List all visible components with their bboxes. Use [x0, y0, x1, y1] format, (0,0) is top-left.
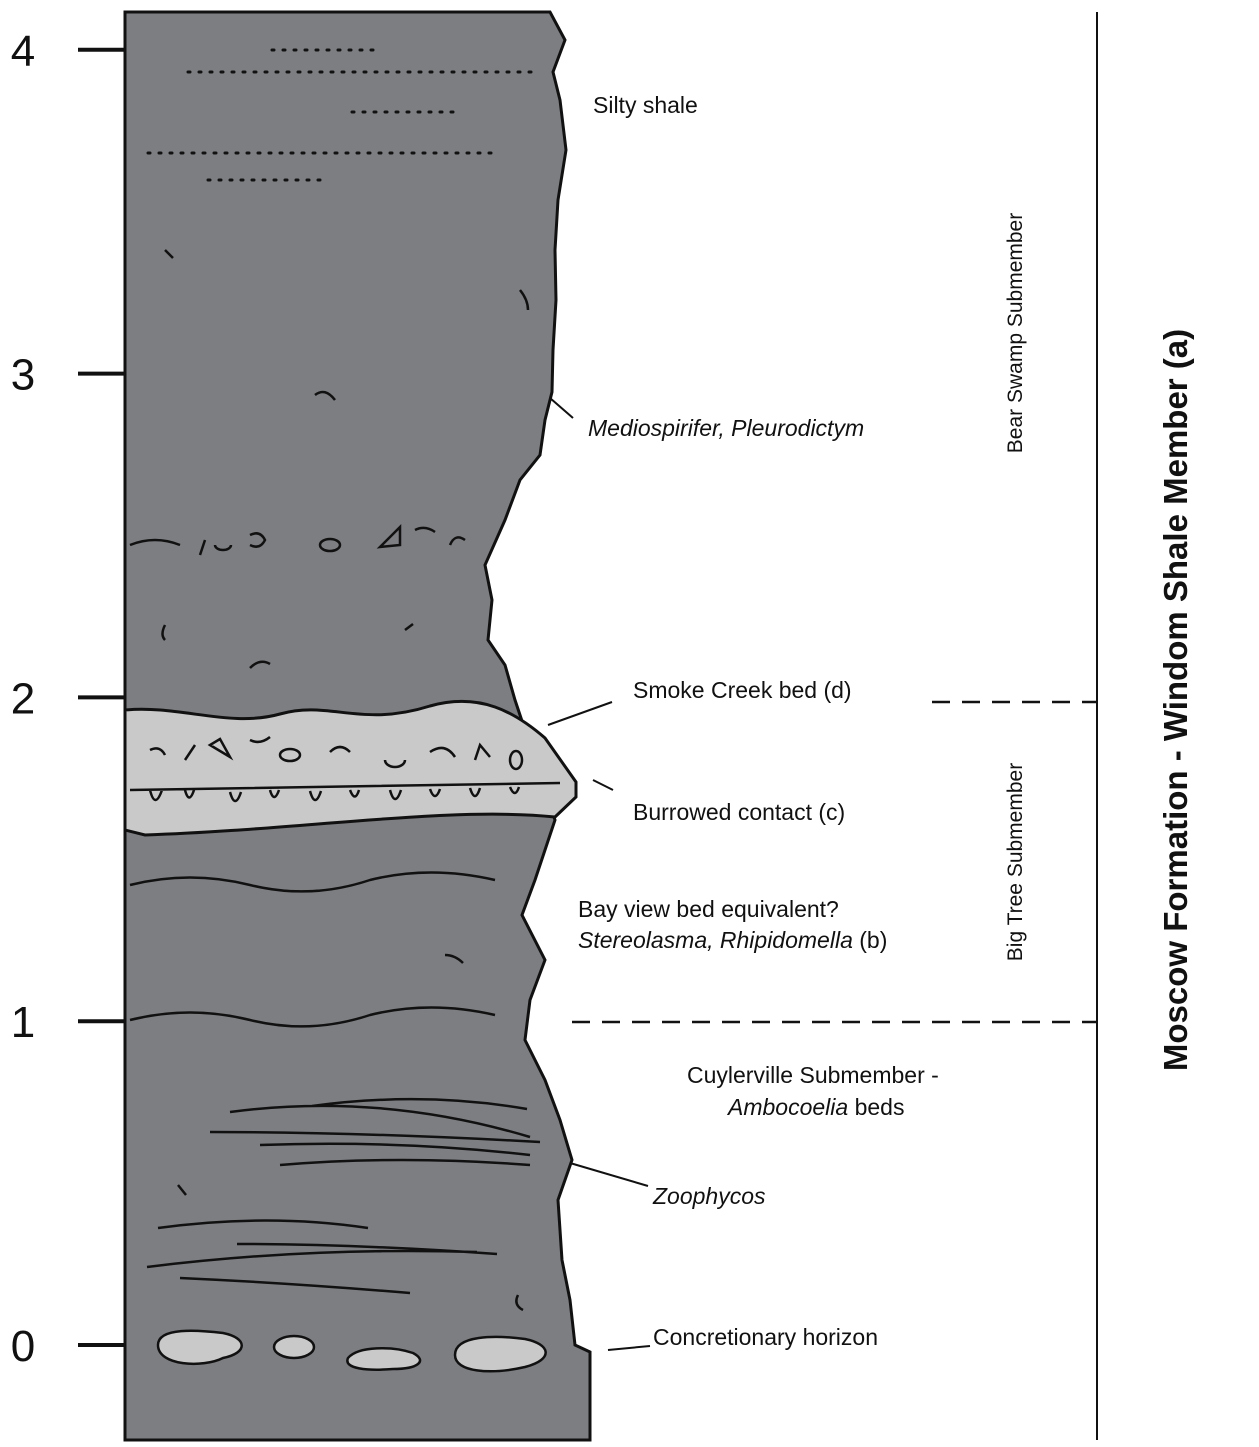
scale-label: 3 — [11, 351, 35, 400]
annotation: Stereolasma, Rhipidomella (b) — [578, 927, 887, 953]
scale-label: 0 — [11, 1322, 35, 1371]
annotation: Smoke Creek bed (d) — [633, 677, 852, 703]
annotation: Concretionary horizon — [653, 1324, 878, 1350]
scale-label: 1 — [11, 998, 35, 1047]
scale-label: 4 — [11, 27, 35, 76]
annotation: Burrowed contact (c) — [633, 799, 845, 825]
annotation: Mediospirifer, Pleurodictym — [588, 415, 864, 441]
scale-label: 2 — [11, 674, 35, 723]
annotation-italic: Stereolasma, Rhipidomella — [578, 927, 853, 953]
annotation: Cuylerville Submember - — [687, 1062, 939, 1088]
annotation-italic: Ambocoelia — [726, 1094, 848, 1120]
submember-label: Big Tree Submember — [1004, 763, 1027, 961]
annotation: Ambocoelia beds — [726, 1094, 904, 1120]
annotation-rest: (b) — [859, 927, 887, 953]
annotation-rest: beds — [855, 1094, 905, 1120]
leader-lines — [548, 398, 650, 1350]
submember-label: Bear Swamp Submember — [1004, 213, 1027, 453]
smoke-creek-bed — [125, 701, 576, 835]
annotation: Zoophycos — [652, 1183, 766, 1209]
annotation: Silty shale — [593, 92, 698, 118]
stratigraphic-column: Silty shale Mediospirifer, Pleurodictym … — [0, 0, 1259, 1447]
annotation: Bay view bed equivalent? — [578, 896, 839, 922]
formation-label: Moscow Formation - Windom Shale Member (… — [1157, 329, 1194, 1071]
